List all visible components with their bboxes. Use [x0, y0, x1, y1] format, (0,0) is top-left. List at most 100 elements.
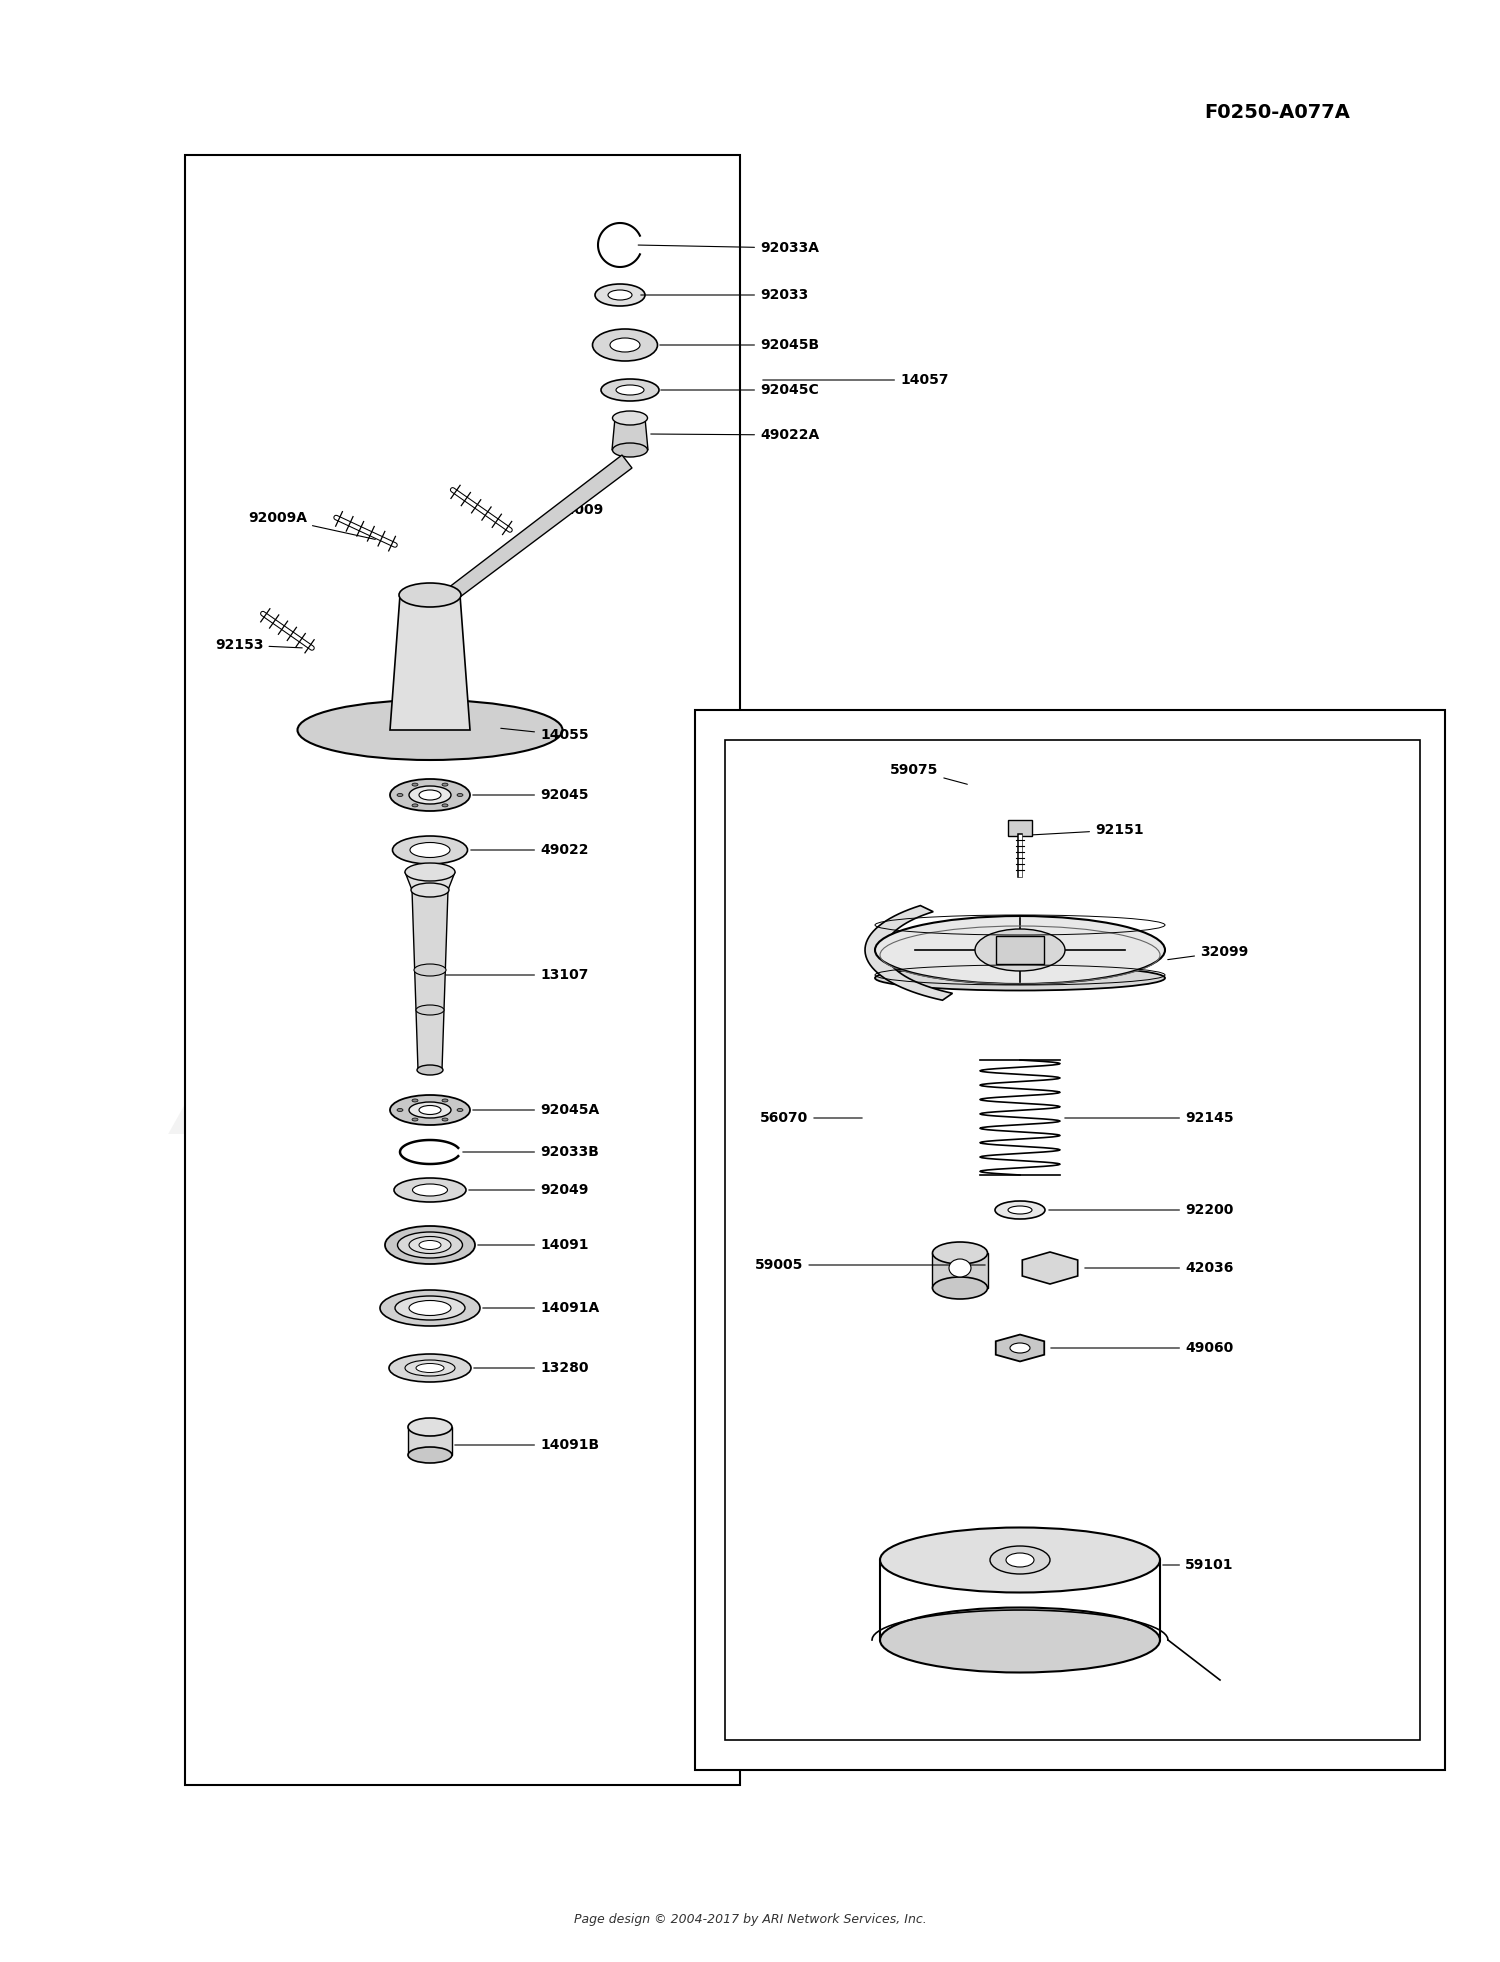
Text: 92033: 92033 — [640, 288, 808, 302]
Ellipse shape — [1008, 1207, 1032, 1214]
Ellipse shape — [880, 1607, 1160, 1672]
Text: 92049: 92049 — [470, 1183, 588, 1197]
Bar — [184, 155, 740, 1785]
Ellipse shape — [394, 1297, 465, 1320]
Ellipse shape — [416, 1364, 444, 1373]
Text: 92009: 92009 — [548, 502, 603, 524]
Ellipse shape — [413, 1099, 419, 1103]
Bar — [724, 740, 1420, 1740]
Ellipse shape — [975, 928, 1065, 971]
Text: 42036: 42036 — [1084, 1262, 1233, 1275]
Ellipse shape — [405, 1360, 454, 1375]
Ellipse shape — [442, 1099, 448, 1103]
Text: 49022: 49022 — [471, 844, 588, 857]
Ellipse shape — [413, 783, 419, 787]
Ellipse shape — [458, 1109, 464, 1112]
Text: 13107: 13107 — [446, 967, 588, 983]
Ellipse shape — [390, 779, 470, 810]
Text: 32099: 32099 — [1168, 946, 1248, 959]
Ellipse shape — [950, 1260, 970, 1277]
Text: 92009A: 92009A — [248, 510, 375, 540]
Ellipse shape — [413, 804, 419, 806]
Ellipse shape — [990, 1546, 1050, 1574]
Polygon shape — [865, 906, 952, 1001]
Ellipse shape — [874, 916, 1166, 985]
Ellipse shape — [411, 883, 448, 897]
Text: 56070: 56070 — [760, 1110, 862, 1124]
Ellipse shape — [602, 379, 658, 400]
Text: 49022A: 49022A — [651, 428, 819, 441]
Ellipse shape — [994, 1201, 1045, 1218]
Ellipse shape — [410, 1301, 452, 1315]
Ellipse shape — [933, 1242, 987, 1264]
Ellipse shape — [610, 337, 640, 351]
Text: Page design © 2004-2017 by ARI Network Services, Inc.: Page design © 2004-2017 by ARI Network S… — [573, 1913, 927, 1927]
Text: 14091A: 14091A — [483, 1301, 598, 1315]
Ellipse shape — [442, 783, 448, 787]
Ellipse shape — [612, 410, 648, 426]
Text: 92033B: 92033B — [464, 1146, 598, 1160]
Ellipse shape — [297, 700, 562, 759]
Polygon shape — [932, 1254, 988, 1287]
Ellipse shape — [419, 1240, 441, 1250]
Polygon shape — [405, 871, 454, 891]
Text: 92045A: 92045A — [472, 1103, 598, 1116]
Text: 92045B: 92045B — [660, 337, 819, 351]
Text: 92045C: 92045C — [662, 383, 819, 396]
Ellipse shape — [880, 1528, 1160, 1593]
Ellipse shape — [410, 842, 450, 857]
Ellipse shape — [410, 1236, 452, 1254]
Ellipse shape — [390, 1095, 470, 1124]
Ellipse shape — [410, 787, 452, 804]
Bar — [1008, 820, 1032, 836]
Polygon shape — [390, 594, 470, 730]
Ellipse shape — [413, 1183, 447, 1197]
Bar — [694, 710, 1444, 1770]
Polygon shape — [413, 891, 448, 1069]
Ellipse shape — [410, 1103, 452, 1118]
Ellipse shape — [393, 836, 468, 863]
Text: 14055: 14055 — [501, 728, 588, 742]
Ellipse shape — [1010, 1344, 1031, 1354]
Ellipse shape — [394, 1177, 466, 1203]
Ellipse shape — [616, 385, 644, 394]
Text: 92153: 92153 — [214, 638, 302, 651]
Text: F0250-A077A: F0250-A077A — [1204, 102, 1350, 122]
Ellipse shape — [413, 1118, 419, 1120]
Ellipse shape — [398, 793, 404, 797]
Ellipse shape — [398, 1109, 404, 1112]
Text: 14057: 14057 — [764, 373, 948, 387]
Ellipse shape — [416, 1005, 444, 1014]
Text: 92045: 92045 — [472, 789, 588, 802]
Ellipse shape — [405, 863, 454, 881]
Ellipse shape — [458, 793, 464, 797]
Text: 92151: 92151 — [1034, 822, 1143, 838]
Text: ARI: ARI — [188, 901, 772, 1199]
Ellipse shape — [419, 1105, 441, 1114]
Polygon shape — [1023, 1252, 1077, 1283]
Ellipse shape — [596, 284, 645, 306]
Polygon shape — [996, 936, 1044, 963]
Ellipse shape — [933, 1277, 987, 1299]
Ellipse shape — [408, 1419, 452, 1436]
Ellipse shape — [442, 1118, 448, 1120]
Ellipse shape — [592, 330, 657, 361]
Text: 49060: 49060 — [1052, 1340, 1233, 1356]
Text: 92200: 92200 — [1048, 1203, 1233, 1216]
Ellipse shape — [408, 1448, 452, 1464]
Ellipse shape — [380, 1289, 480, 1326]
Polygon shape — [612, 418, 648, 449]
Ellipse shape — [414, 963, 446, 975]
Ellipse shape — [874, 965, 1166, 991]
Ellipse shape — [1007, 1554, 1034, 1568]
Polygon shape — [408, 1426, 452, 1456]
Polygon shape — [996, 1334, 1044, 1362]
Text: 59075: 59075 — [890, 763, 968, 785]
Ellipse shape — [417, 1065, 442, 1075]
Ellipse shape — [388, 1354, 471, 1381]
Ellipse shape — [398, 1232, 462, 1258]
Ellipse shape — [419, 791, 441, 800]
Ellipse shape — [608, 290, 631, 300]
Text: 13280: 13280 — [474, 1362, 588, 1375]
Text: 59101: 59101 — [1162, 1558, 1233, 1572]
